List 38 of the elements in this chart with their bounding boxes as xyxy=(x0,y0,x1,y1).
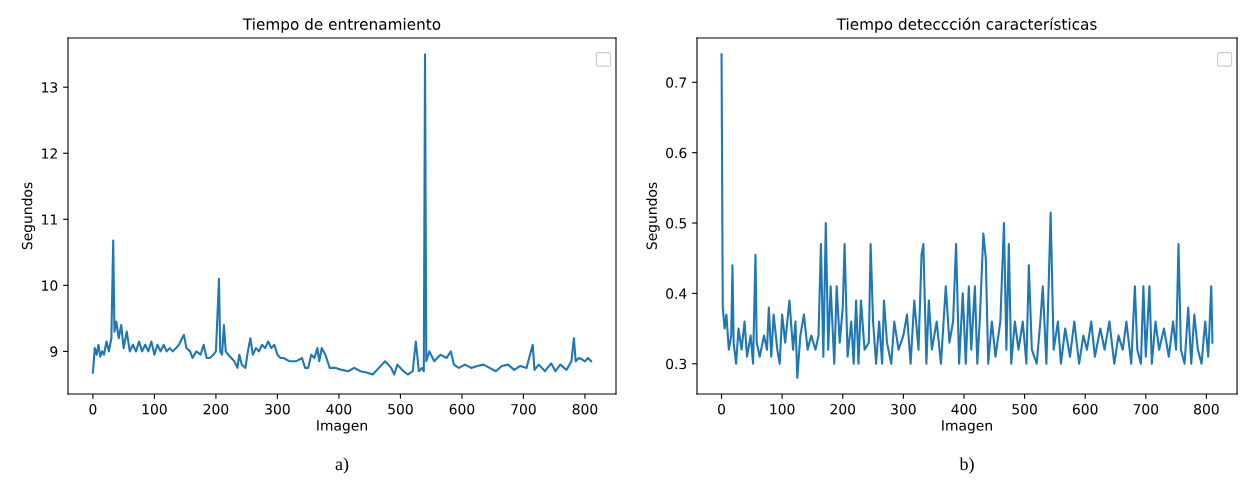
y-tick-label: 12 xyxy=(42,148,57,159)
x-tick-label: 700 xyxy=(511,403,536,415)
y-tick-label: 0.4 xyxy=(666,288,687,299)
x-tick-label: 400 xyxy=(326,403,352,415)
x-tick-label: 800 xyxy=(572,403,598,415)
chart-title: Tiempo deteccción características xyxy=(836,17,1097,33)
x-axis-title: Imagen xyxy=(942,420,992,434)
y-tick-label: 10 xyxy=(42,280,58,291)
x-tick-label: 700 xyxy=(1133,403,1159,415)
y-tick-label: 9 xyxy=(50,346,58,357)
x-tick-label: 100 xyxy=(142,403,167,415)
y-tick-label: 11 xyxy=(42,214,57,225)
x-tick-label: 400 xyxy=(951,403,977,415)
x-tick-label: 800 xyxy=(1194,403,1219,415)
x-tick-label: 300 xyxy=(891,403,916,415)
x-axis-title: Imagen xyxy=(317,420,367,434)
text: b) xyxy=(959,457,974,474)
y-tick-label: 13 xyxy=(42,82,58,93)
y-tick-label: 0.5 xyxy=(666,218,687,229)
x-tick-label: 0 xyxy=(89,403,97,415)
y-tick-label: 0.3 xyxy=(666,358,687,370)
text: a) xyxy=(335,457,349,474)
y-tick-label: 0.6 xyxy=(666,147,687,159)
x-tick-label: 200 xyxy=(830,403,856,415)
line-series xyxy=(720,53,1214,379)
x-tick-label: 500 xyxy=(388,403,413,415)
chart-title: Tiempo de entrenamiento xyxy=(242,18,441,33)
x-tick-label: 100 xyxy=(770,403,795,415)
x-tick-label: 500 xyxy=(1012,403,1037,415)
line-series xyxy=(91,53,593,376)
x-tick-label: 200 xyxy=(203,403,229,415)
x-tick-label: 0 xyxy=(718,403,726,415)
x-tick-label: 600 xyxy=(449,403,475,415)
y-tick-label: 0.7 xyxy=(666,77,687,88)
x-tick-label: 600 xyxy=(1072,403,1098,415)
y-axis-title: Segundos xyxy=(21,182,36,250)
y-axis-title: Segundos xyxy=(646,182,660,250)
x-tick-label: 300 xyxy=(265,403,290,415)
